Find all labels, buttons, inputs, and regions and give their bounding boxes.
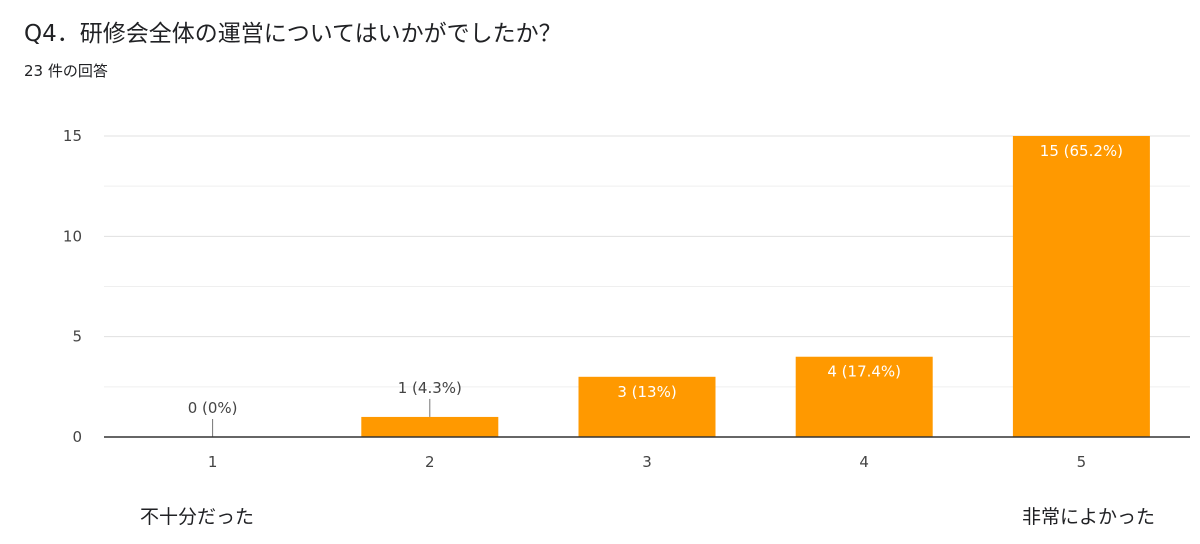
x-tick-label: 5	[1077, 453, 1087, 471]
scale-low-label: 不十分だった	[140, 506, 255, 528]
x-tick-label: 1	[208, 453, 218, 471]
data-label: 1 (4.3%)	[398, 379, 462, 397]
x-tick-label: 3	[642, 453, 652, 471]
x-tick-label: 4	[859, 453, 869, 471]
scale-high-label: 非常によかった	[1022, 506, 1156, 528]
bar-chart: 0 5 10 15 0 (0%) 1 1 (4.3%) 2 3 (13%) 3 4 (17.4%) 4…	[63, 127, 1190, 471]
y-tick-label: 5	[72, 328, 82, 346]
y-tick-label: 0	[72, 428, 82, 446]
x-tick-label: 2	[425, 453, 435, 471]
y-tick-label: 15	[63, 127, 82, 145]
data-label: 0 (0%)	[188, 399, 238, 417]
response-count: 23 件の回答	[24, 62, 108, 80]
data-label: 15 (65.2%)	[1040, 142, 1123, 160]
bar	[1012, 136, 1150, 437]
bar	[795, 356, 933, 437]
bar	[578, 376, 716, 437]
bar	[361, 416, 499, 437]
y-tick-label: 10	[63, 227, 82, 245]
data-label: 4 (17.4%)	[827, 363, 901, 381]
chart-title: Q4．研修会全体の運営についてはいかがでしたか？	[24, 21, 562, 47]
data-label: 3 (13%)	[617, 383, 676, 401]
